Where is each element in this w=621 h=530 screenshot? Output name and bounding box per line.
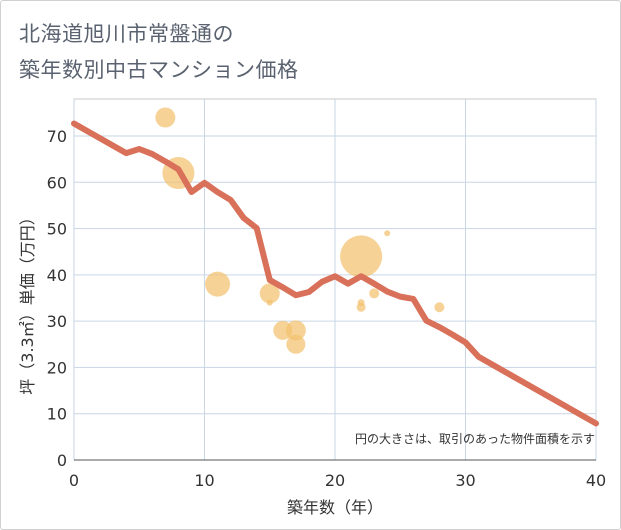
bubble-point (286, 334, 306, 354)
y-tick-label: 0 (57, 451, 67, 470)
y-tick-label: 50 (47, 220, 67, 239)
x-tick-label: 20 (325, 471, 345, 490)
x-tick-label: 10 (194, 471, 214, 490)
chart-title-line2: 築年数別中古マンション価格 (19, 58, 299, 82)
bubble-point (155, 107, 176, 128)
bubble-point (340, 235, 383, 278)
x-tick-label: 0 (69, 471, 79, 490)
y-tick-label: 40 (47, 266, 67, 285)
bubble-point (384, 230, 391, 237)
y-axis-label: 坪（3.3㎡）単価（万円） (18, 209, 37, 394)
bubble-point (285, 320, 306, 341)
bubble-point (205, 271, 231, 297)
ticks: 0 10 20 30 40 50 60 70 0 10 20 30 40 (47, 127, 607, 490)
x-axis-label: 築年数（年） (287, 498, 383, 517)
bubbles (155, 107, 445, 354)
bubble-point (434, 302, 445, 313)
bubble-size-note: 円の大きさは、取引のあった物件面積を示す (355, 431, 595, 446)
y-tick-label: 20 (47, 358, 67, 377)
x-tick-label: 30 (455, 471, 475, 490)
y-tick-label: 60 (47, 173, 67, 192)
y-tick-label: 70 (47, 127, 67, 146)
bubble-point (356, 302, 366, 312)
bubble-point (369, 288, 380, 299)
chart-title-line1: 北海道旭川市常盤通の (19, 22, 234, 46)
grid (73, 98, 597, 461)
y-tick-label: 30 (47, 312, 67, 331)
y-tick-label: 10 (47, 405, 67, 424)
bubble-point (266, 299, 273, 306)
x-tick-label: 40 (586, 471, 606, 490)
bubble-point (259, 283, 280, 304)
average-price-line (71, 120, 599, 427)
